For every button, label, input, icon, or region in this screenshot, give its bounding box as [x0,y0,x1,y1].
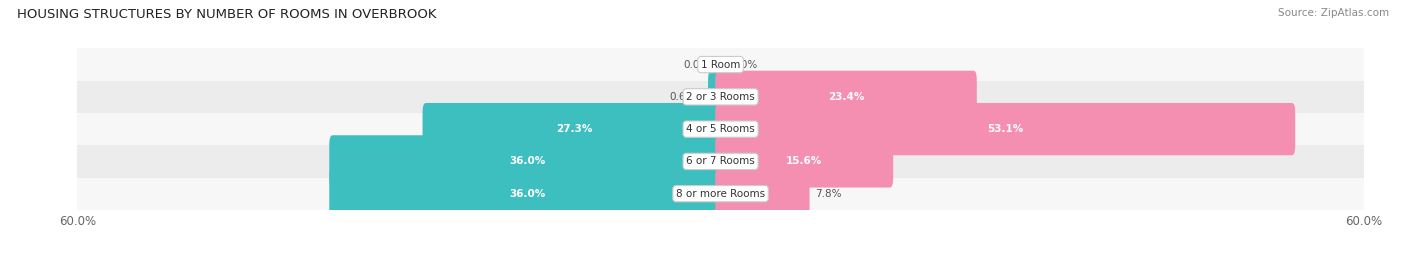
FancyBboxPatch shape [77,113,1364,145]
FancyBboxPatch shape [77,81,1364,113]
FancyBboxPatch shape [716,71,977,123]
Text: 4 or 5 Rooms: 4 or 5 Rooms [686,124,755,134]
Text: 8 or more Rooms: 8 or more Rooms [676,189,765,199]
Legend: Owner-occupied, Renter-occupied: Owner-occupied, Renter-occupied [589,266,852,269]
FancyBboxPatch shape [77,178,1364,210]
Text: 36.0%: 36.0% [509,189,546,199]
FancyBboxPatch shape [716,135,893,187]
Text: 53.1%: 53.1% [987,124,1024,134]
FancyBboxPatch shape [709,71,725,123]
Text: 36.0%: 36.0% [509,156,546,167]
Text: 0.67%: 0.67% [669,92,703,102]
FancyBboxPatch shape [77,145,1364,178]
Text: 23.4%: 23.4% [828,92,865,102]
FancyBboxPatch shape [77,48,1364,81]
FancyBboxPatch shape [329,135,725,187]
Text: 27.3%: 27.3% [555,124,592,134]
Text: 15.6%: 15.6% [786,156,823,167]
Text: 0.0%: 0.0% [683,59,710,70]
FancyBboxPatch shape [716,168,810,220]
Text: HOUSING STRUCTURES BY NUMBER OF ROOMS IN OVERBROOK: HOUSING STRUCTURES BY NUMBER OF ROOMS IN… [17,8,436,21]
Text: 2 or 3 Rooms: 2 or 3 Rooms [686,92,755,102]
Text: 6 or 7 Rooms: 6 or 7 Rooms [686,156,755,167]
FancyBboxPatch shape [329,168,725,220]
Text: 7.8%: 7.8% [815,189,841,199]
Text: 0.0%: 0.0% [731,59,758,70]
Text: Source: ZipAtlas.com: Source: ZipAtlas.com [1278,8,1389,18]
FancyBboxPatch shape [423,103,725,155]
Text: 1 Room: 1 Room [700,59,741,70]
FancyBboxPatch shape [716,103,1295,155]
